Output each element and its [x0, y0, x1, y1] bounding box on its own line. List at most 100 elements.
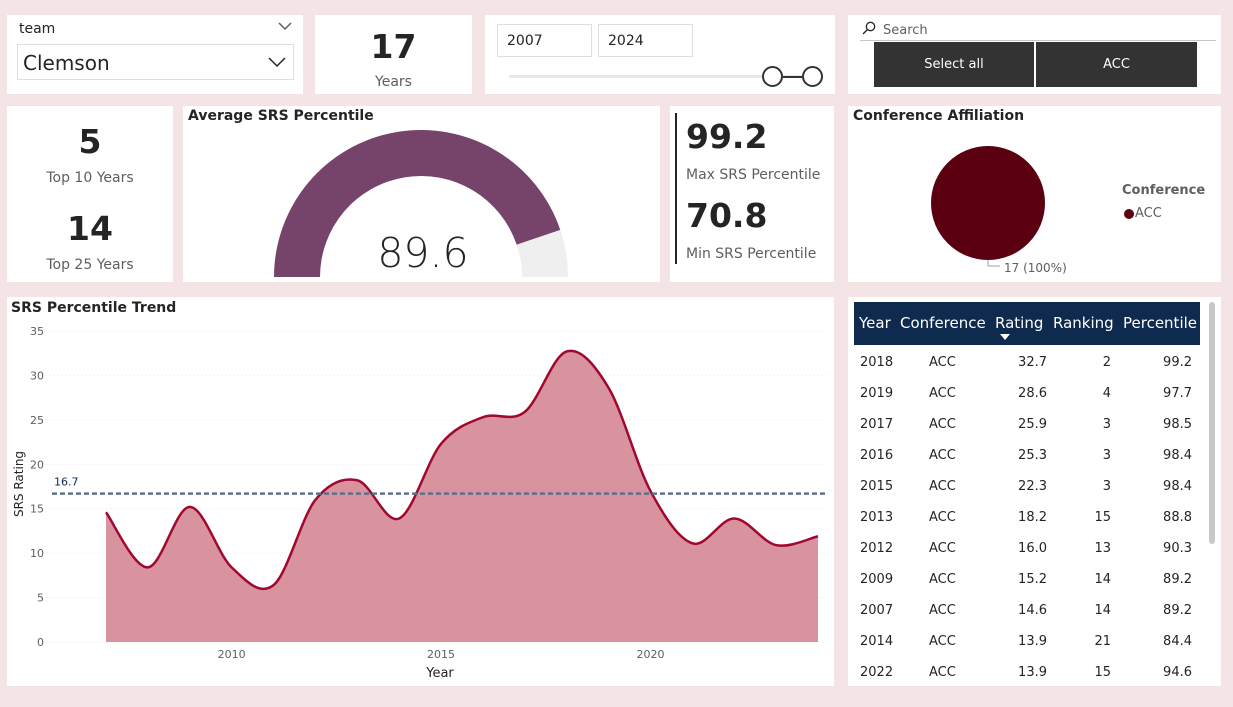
y-tick-label: 5	[37, 592, 44, 605]
data-point[interactable]	[564, 348, 570, 354]
cell-ranking: 14	[1094, 603, 1111, 618]
data-point[interactable]	[229, 564, 235, 570]
y-tick-label: 10	[30, 547, 44, 560]
max-percentile-value: 99.2	[686, 117, 768, 156]
data-point[interactable]	[689, 540, 695, 546]
col-header-conference[interactable]: Conference	[900, 314, 986, 332]
series-line	[104, 349, 819, 591]
col-header-percentile[interactable]: Percentile	[1123, 314, 1198, 332]
cell-percentile: 98.5	[1163, 417, 1192, 432]
range-track[interactable]	[509, 75, 815, 78]
cell-ranking: 21	[1094, 634, 1111, 649]
table-row[interactable]: 2018 ACC 32.7 2 99.2	[854, 347, 1200, 378]
col-header-year[interactable]: Year	[859, 314, 891, 332]
cell-rating: 14.6	[1018, 603, 1047, 618]
data-point[interactable]	[522, 409, 528, 415]
max-min-card: 99.2 Max SRS Percentile 70.8 Min SRS Per…	[670, 106, 834, 282]
cell-year: 2019	[860, 386, 894, 401]
table-row[interactable]: 2019 ACC 28.6 4 97.7	[854, 378, 1200, 409]
data-point[interactable]	[103, 509, 109, 515]
max-percentile-label: Max SRS Percentile	[686, 167, 821, 183]
cell-ranking: 3	[1102, 448, 1111, 463]
gauge-chart	[274, 130, 568, 277]
cell-ranking: 14	[1094, 572, 1111, 587]
table-row[interactable]: 2016 ACC 25.3 3 98.4	[854, 440, 1200, 471]
team-dropdown[interactable]: Clemson	[17, 44, 294, 80]
data-point[interactable]	[187, 504, 193, 510]
data-table: Year Conference Rating Ranking Percentil…	[848, 297, 1221, 686]
cell-conference: ACC	[929, 603, 956, 618]
cell-year: 2007	[860, 603, 894, 618]
table-row[interactable]: 2022 ACC 13.9 15 94.6	[854, 657, 1200, 686]
table-row[interactable]: 2015 ACC 22.3 3 98.4	[854, 471, 1200, 502]
table-row[interactable]: 2014 ACC 13.9 21 84.4	[854, 626, 1200, 657]
search-placeholder: Search	[883, 23, 928, 38]
tile-acc[interactable]: ACC	[1036, 42, 1197, 87]
cell-ranking: 13	[1094, 541, 1111, 556]
legend-title: Conference	[1122, 183, 1206, 198]
sort-desc-icon	[1000, 334, 1010, 340]
cell-year: 2017	[860, 417, 894, 432]
table-row[interactable]: 2017 ACC 25.9 3 98.5	[854, 409, 1200, 440]
conference-slicer: Search Select all ACC	[848, 15, 1221, 94]
data-point[interactable]	[480, 414, 486, 420]
cell-percentile: 89.2	[1163, 603, 1192, 618]
range-handle-end[interactable]	[802, 66, 823, 87]
trend-title: SRS Percentile Trend	[11, 300, 176, 316]
y-tick-label: 30	[30, 369, 44, 382]
years-card: 17 Years	[315, 15, 472, 94]
chevron-down-icon[interactable]	[267, 54, 287, 70]
cell-conference: ACC	[929, 510, 956, 525]
gauge-title: Average SRS Percentile	[188, 108, 374, 124]
data-point[interactable]	[396, 515, 402, 521]
year-from-input[interactable]: 2007	[497, 24, 592, 57]
cell-year: 2014	[860, 634, 894, 649]
cell-year: 2015	[860, 479, 894, 494]
cell-rating: 28.6	[1018, 386, 1047, 401]
cell-rating: 25.9	[1018, 417, 1047, 432]
year-to-input[interactable]: 2024	[598, 24, 693, 57]
data-point[interactable]	[312, 497, 318, 503]
trend-chart: SRS Percentile Trend 0 5 10 15 20 25 30 35 2010…	[11, 300, 827, 681]
table-scrollbar[interactable]	[1209, 302, 1215, 544]
cell-percentile: 84.4	[1163, 634, 1192, 649]
table-row[interactable]: 2007 ACC 14.6 14 89.2	[854, 595, 1200, 626]
cell-percentile: 88.8	[1163, 510, 1192, 525]
search-icon	[862, 21, 876, 35]
tile-select-all[interactable]: Select all	[874, 42, 1034, 87]
cell-rating: 25.3	[1018, 448, 1047, 463]
cell-conference: ACC	[929, 541, 956, 556]
cell-ranking: 15	[1094, 665, 1111, 680]
data-point[interactable]	[438, 441, 444, 447]
col-header-ranking[interactable]: Ranking	[1053, 314, 1114, 332]
data-point[interactable]	[773, 542, 779, 548]
x-tick-label: 2015	[427, 648, 455, 661]
data-point[interactable]	[271, 582, 277, 588]
table-body: 2018 ACC 32.7 2 99.2 2019 ACC 28.6 4 97.7 2017 ACC 2…	[854, 347, 1200, 686]
table-row[interactable]: 2013 ACC 18.2 15 88.8	[854, 502, 1200, 533]
col-header-rating[interactable]: Rating	[995, 314, 1044, 332]
data-point[interactable]	[815, 533, 821, 539]
conference-search[interactable]: Search	[860, 20, 1216, 41]
cell-conference: ACC	[929, 448, 956, 463]
cell-conference: ACC	[929, 479, 956, 494]
data-point[interactable]	[145, 564, 151, 570]
cell-conference: ACC	[929, 634, 956, 649]
data-point[interactable]	[606, 385, 612, 391]
pie-slice-acc[interactable]	[931, 146, 1045, 260]
table-row[interactable]: 2009 ACC 15.2 14 89.2	[854, 564, 1200, 595]
team-slicer: team Clemson	[7, 15, 303, 94]
accent-bar	[675, 113, 677, 264]
data-point[interactable]	[731, 515, 737, 521]
cell-percentile: 90.3	[1163, 541, 1192, 556]
pie-chart	[931, 146, 1045, 267]
chevron-up-icon[interactable]	[277, 19, 293, 33]
cell-ranking: 15	[1094, 510, 1111, 525]
cell-rating: 32.7	[1018, 355, 1047, 370]
pie-title: Conference Affiliation	[853, 108, 1025, 124]
range-handle-start[interactable]	[762, 66, 783, 87]
cell-percentile: 89.2	[1163, 572, 1192, 587]
data-point[interactable]	[354, 477, 360, 483]
table-row[interactable]: 2012 ACC 16.0 13 90.3	[854, 533, 1200, 564]
legend-item-acc[interactable]: ACC	[1135, 206, 1162, 221]
